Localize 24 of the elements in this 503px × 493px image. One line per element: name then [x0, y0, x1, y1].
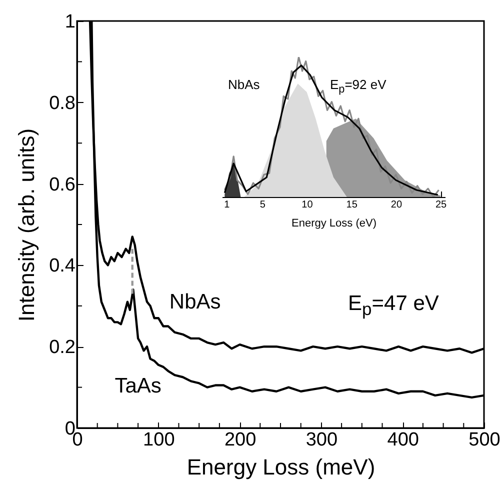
x-tick-label: 400 — [387, 430, 419, 450]
y-axis-title: Intensity (arb. units) — [14, 128, 40, 322]
x-axis-title: Energy Loss (meV) — [186, 454, 376, 480]
y-tick-label: 1 — [64, 12, 76, 32]
series-label: NbAs — [169, 290, 221, 314]
y-tick-label: 0.8 — [49, 92, 76, 114]
x-axis-title: Energy Loss (eV) — [292, 218, 376, 230]
x-tick-label: 5 — [260, 200, 266, 210]
x-tick-label: 200 — [224, 430, 256, 450]
y-tick-label: 0.2 — [49, 337, 76, 358]
annotation: E$_{p}$=47 eV — [348, 292, 439, 320]
x-tick-label: 1 — [224, 200, 230, 210]
series-label: TaAs — [114, 374, 162, 398]
x-tick-label: 20 — [390, 200, 402, 210]
y-tick-label: 0.6 — [49, 174, 76, 196]
x-tick-label: 100 — [143, 430, 175, 450]
y-tick-label: 0.4 — [49, 256, 76, 277]
annotation: NbAs — [228, 77, 260, 92]
x-tick-label: 10 — [302, 200, 314, 210]
x-tick-label: 15 — [346, 200, 358, 210]
x-tick-label: 300 — [306, 430, 338, 450]
annotation: E$_{p}$=92 eV — [330, 77, 386, 96]
x-tick-label: 25 — [435, 200, 448, 210]
x-tick-label: 500 — [468, 430, 500, 450]
